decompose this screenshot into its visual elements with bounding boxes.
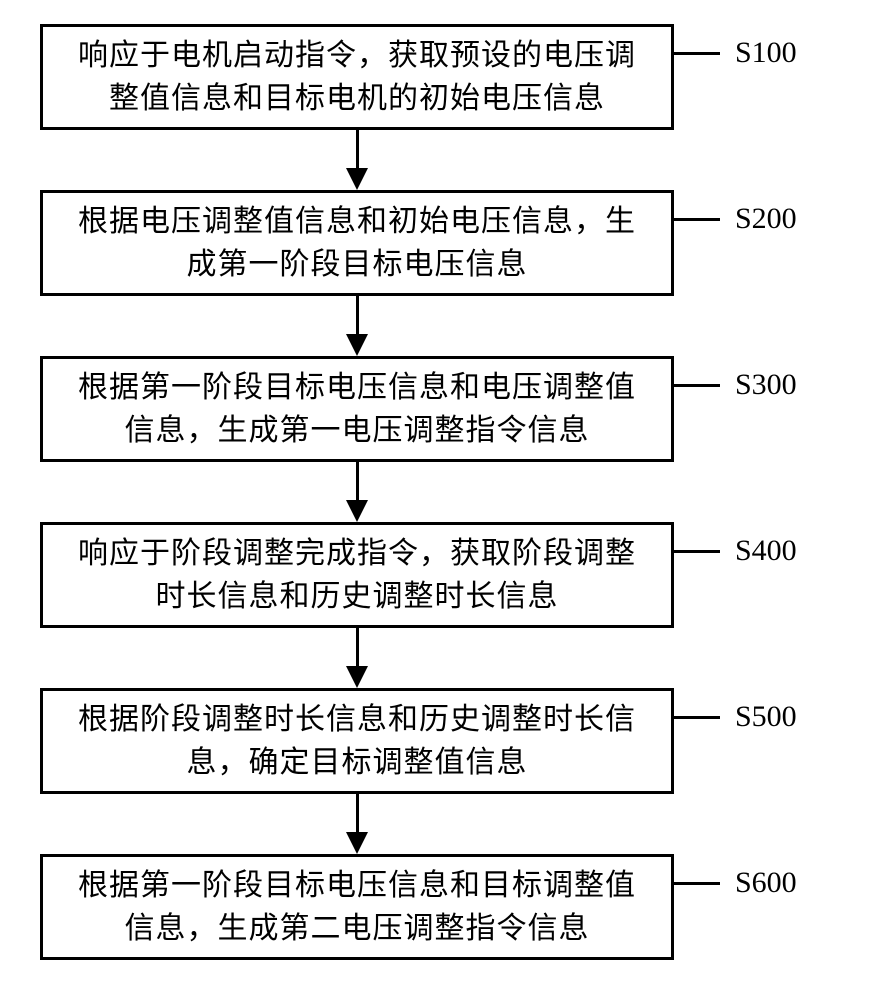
step-box-S300: 根据第一阶段目标电压信息和电压调整值信息，生成第一电压调整指令信息 (40, 356, 674, 462)
step-label-S400: S400 (735, 534, 797, 568)
label-connector (674, 384, 720, 387)
step-label-S300: S300 (735, 368, 797, 402)
arrow-head-icon (346, 832, 368, 854)
label-connector (674, 52, 720, 55)
arrow-line (356, 296, 359, 334)
arrow-line (356, 794, 359, 832)
step-text: 根据第一阶段目标电压信息和目标调整值信息，生成第二电压调整指令信息 (63, 864, 651, 951)
label-connector (674, 218, 720, 221)
step-text: 响应于电机启动指令，获取预设的电压调整值信息和目标电机的初始电压信息 (63, 34, 651, 121)
step-box-S400: 响应于阶段调整完成指令，获取阶段调整时长信息和历史调整时长信息 (40, 522, 674, 628)
label-connector (674, 550, 720, 553)
step-text: 响应于阶段调整完成指令，获取阶段调整时长信息和历史调整时长信息 (63, 532, 651, 619)
step-label-S100: S100 (735, 36, 797, 70)
label-connector (674, 882, 720, 885)
step-text: 根据第一阶段目标电压信息和电压调整值信息，生成第一电压调整指令信息 (63, 366, 651, 453)
step-label-S600: S600 (735, 866, 797, 900)
arrow-head-icon (346, 666, 368, 688)
arrow-line (356, 130, 359, 168)
step-box-S100: 响应于电机启动指令，获取预设的电压调整值信息和目标电机的初始电压信息 (40, 24, 674, 130)
step-box-S500: 根据阶段调整时长信息和历史调整时长信息，确定目标调整值信息 (40, 688, 674, 794)
arrow-line (356, 628, 359, 666)
arrow-head-icon (346, 334, 368, 356)
step-label-S200: S200 (735, 202, 797, 236)
step-text: 根据阶段调整时长信息和历史调整时长信息，确定目标调整值信息 (63, 698, 651, 785)
step-label-S500: S500 (735, 700, 797, 734)
step-box-S200: 根据电压调整值信息和初始电压信息，生成第一阶段目标电压信息 (40, 190, 674, 296)
step-box-S600: 根据第一阶段目标电压信息和目标调整值信息，生成第二电压调整指令信息 (40, 854, 674, 960)
flowchart-canvas: 响应于电机启动指令，获取预设的电压调整值信息和目标电机的初始电压信息 S100 根据… (0, 0, 871, 1000)
arrow-head-icon (346, 500, 368, 522)
label-connector (674, 716, 720, 719)
step-text: 根据电压调整值信息和初始电压信息，生成第一阶段目标电压信息 (63, 200, 651, 287)
arrow-head-icon (346, 168, 368, 190)
arrow-line (356, 462, 359, 500)
